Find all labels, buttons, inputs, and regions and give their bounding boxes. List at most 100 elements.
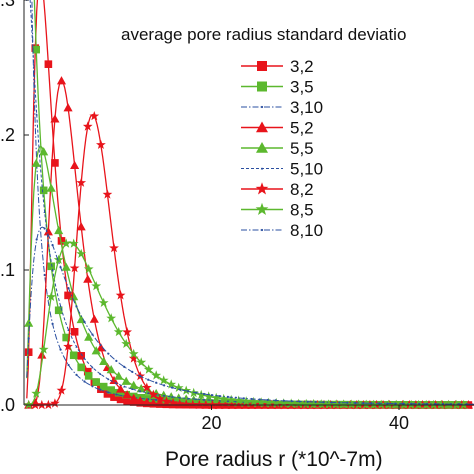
data-point	[207, 399, 218, 410]
data-point	[353, 399, 364, 409]
data-point	[383, 399, 394, 409]
data-point	[110, 393, 118, 401]
data-point	[214, 399, 224, 410]
data-point	[91, 281, 102, 291]
data-point	[274, 399, 277, 402]
data-point	[155, 398, 158, 402]
data-point	[107, 386, 115, 394]
data-point	[70, 160, 80, 169]
legend-entry: 8,5	[241, 201, 314, 220]
data-point	[139, 375, 142, 378]
data-point	[135, 396, 145, 405]
y-tick-label: .2	[0, 125, 15, 145]
data-point	[23, 399, 34, 410]
data-point	[114, 371, 124, 380]
y-tick-label: .3	[0, 0, 15, 10]
data-point	[83, 274, 93, 283]
data-point	[35, 238, 38, 241]
data-point	[51, 322, 54, 325]
data-point	[121, 338, 132, 348]
data-point	[168, 397, 178, 408]
data-point	[35, 113, 38, 116]
legend-label: 3,10	[290, 98, 323, 117]
series-line	[31, 0, 474, 406]
data-point	[250, 397, 253, 401]
data-point	[159, 390, 169, 399]
data-point	[211, 392, 222, 402]
series-line	[33, 0, 474, 406]
data-point	[76, 314, 86, 324]
x-axis-label: Pore radius r (*10^-7m)	[165, 448, 383, 471]
data-point	[131, 370, 134, 373]
legend-label: 8,10	[290, 221, 323, 240]
legend-entry: 3,2	[241, 57, 314, 76]
data-point	[194, 399, 205, 409]
data-point	[257, 81, 267, 92]
data-point	[69, 291, 79, 301]
data-point	[186, 390, 190, 393]
data-point	[376, 399, 387, 409]
legend-entry: 5,5	[241, 139, 314, 158]
data-point	[115, 382, 118, 385]
data-point	[31, 158, 41, 167]
data-point	[226, 394, 237, 404]
data-point	[75, 305, 78, 308]
data-point	[51, 268, 54, 271]
data-point	[255, 182, 269, 195]
legend-label: 3,5	[290, 78, 314, 97]
data-point	[202, 392, 206, 396]
data-point	[114, 388, 123, 397]
data-point	[166, 392, 176, 401]
series-5-5	[24, 145, 474, 409]
data-point	[286, 398, 297, 408]
data-point	[107, 377, 110, 381]
data-point	[109, 242, 119, 253]
data-point	[67, 363, 70, 367]
data-point	[99, 356, 109, 365]
legend-label: 3,2	[290, 57, 314, 76]
data-point	[115, 359, 118, 362]
data-point	[308, 398, 319, 409]
data-point	[91, 366, 94, 369]
series-line	[26, 226, 474, 405]
data-point	[158, 375, 169, 385]
legend-entry: 5,10	[241, 160, 323, 179]
data-point	[362, 401, 365, 405]
data-point	[410, 402, 413, 405]
data-point	[290, 400, 293, 403]
series-8-5	[23, 238, 474, 410]
data-point	[96, 139, 106, 149]
data-point	[46, 183, 56, 192]
data-point	[139, 390, 142, 393]
data-point	[99, 382, 108, 391]
data-point	[161, 396, 172, 406]
data-point	[418, 402, 421, 405]
data-point	[218, 394, 222, 398]
data-point	[162, 394, 166, 397]
data-point	[77, 363, 85, 372]
data-point	[151, 370, 162, 380]
data-point	[316, 399, 327, 409]
legend-entry: 3,5	[241, 78, 314, 97]
legend-entry: 8,10	[241, 221, 323, 240]
legend-entry: 3,10	[241, 98, 323, 117]
data-point	[106, 313, 117, 323]
data-point	[451, 399, 462, 410]
data-point	[54, 225, 64, 235]
data-point	[83, 357, 86, 360]
data-point	[122, 390, 132, 399]
data-point	[103, 390, 112, 398]
data-point	[257, 61, 267, 71]
legend-label: 5,5	[290, 139, 314, 158]
y-tick-label: .0	[0, 395, 15, 415]
series-3-2	[24, 0, 474, 409]
data-point	[84, 332, 94, 341]
data-point	[148, 389, 159, 399]
data-point	[44, 60, 53, 68]
data-point	[75, 345, 78, 348]
data-point	[354, 401, 357, 405]
data-point	[64, 291, 72, 300]
legend-label: 8,5	[290, 201, 314, 220]
data-point	[43, 399, 54, 410]
data-point	[129, 380, 139, 389]
